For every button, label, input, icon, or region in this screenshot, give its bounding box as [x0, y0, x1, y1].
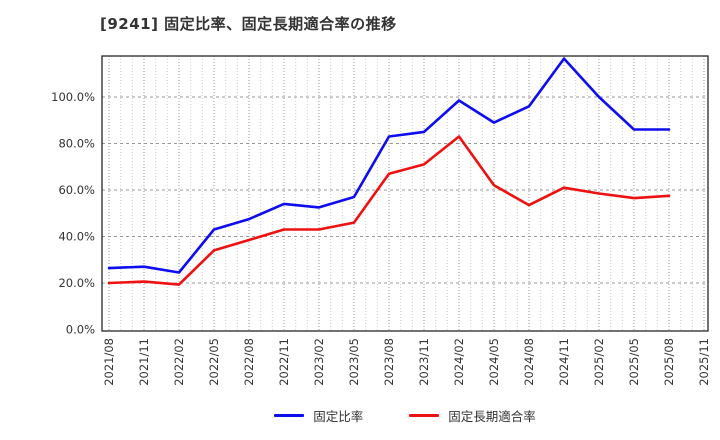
x-axis-tick-label: 2024/02 — [452, 338, 466, 386]
x-axis-tick-label: 2021/08 — [102, 338, 116, 386]
x-axis-tick-label: 2024/11 — [557, 338, 571, 386]
series-line — [107, 57, 671, 274]
x-axis-tick-label: 2022/05 — [207, 338, 221, 386]
legend-line-swatch-red — [409, 414, 440, 417]
x-axis-tick-label: 2023/02 — [312, 338, 326, 386]
y-axis-tick-label: 0.0% — [66, 323, 95, 337]
x-axis-tick-label: 2022/02 — [172, 338, 186, 386]
y-axis-tick-label: 20.0% — [58, 276, 95, 290]
chart-legend: 固定比率 固定長期適合率 — [102, 406, 708, 425]
x-axis-tick-label: 2024/08 — [522, 338, 536, 386]
x-axis-tick-label: 2025/02 — [592, 338, 606, 386]
x-axis-tick-label: 2025/11 — [697, 338, 711, 386]
x-axis-tick-label: 2023/08 — [382, 338, 396, 386]
legend-item-kotei-hiritsu: 固定比率 — [274, 406, 363, 425]
legend-item-kotei-choki-tekigoritsu: 固定長期適合率 — [409, 406, 536, 425]
legend-label: 固定比率 — [313, 409, 364, 424]
legend-line-swatch-blue — [274, 414, 305, 417]
x-axis-tick-label: 2025/08 — [662, 338, 676, 386]
y-axis-tick-label: 80.0% — [58, 137, 95, 151]
y-axis-tick-label: 60.0% — [58, 183, 95, 197]
x-axis-tick-label: 2021/11 — [137, 338, 151, 386]
series-line — [107, 135, 671, 286]
x-axis-tick-label: 2023/05 — [347, 338, 361, 386]
x-axis-tick-label: 2024/05 — [487, 338, 501, 386]
x-axis-tick-label: 2022/08 — [242, 338, 256, 386]
chart-title: [9241] 固定比率、固定長期適合率の推移 — [100, 15, 397, 33]
legend-label: 固定長期適合率 — [448, 409, 536, 424]
y-axis-tick-label: 40.0% — [58, 230, 95, 244]
x-axis-tick-label: 2022/11 — [277, 338, 291, 386]
x-axis-tick-label: 2023/11 — [417, 338, 431, 386]
x-axis-tick-label: 2025/05 — [627, 338, 641, 386]
y-axis-tick-label: 100.0% — [51, 90, 95, 104]
